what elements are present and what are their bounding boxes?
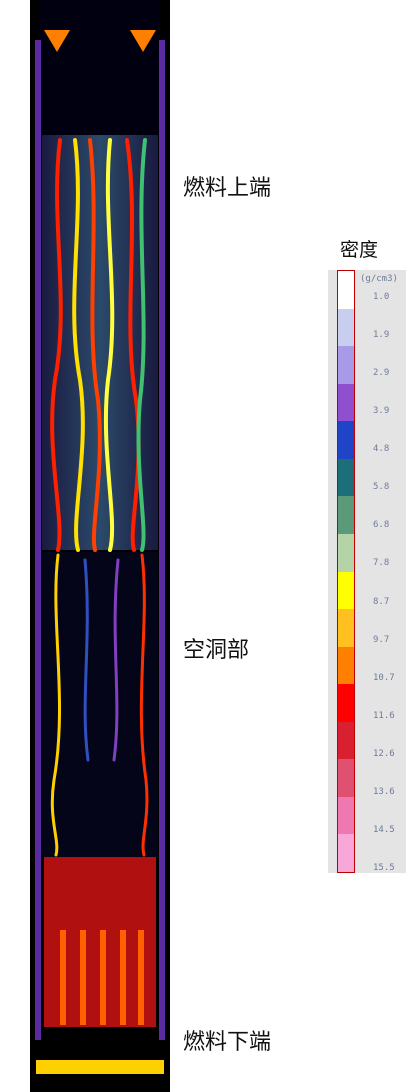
legend-swatch [338, 759, 354, 797]
legend-tick-label: 8.7 [373, 596, 390, 607]
legend-tick-label: 9.7 [373, 634, 390, 645]
legend-swatch [338, 684, 354, 722]
ct-density-image [30, 0, 170, 1092]
legend-swatch [338, 646, 354, 685]
legend-tick-label: 7.8 [373, 558, 390, 569]
legend-tick-label: 12.6 [373, 748, 395, 759]
legend-swatch [338, 721, 354, 760]
legend-tick-label: 14.5 [373, 824, 395, 835]
legend-swatch [338, 271, 354, 309]
legend-swatch [338, 834, 354, 872]
legend-swatch [338, 609, 354, 647]
legend-title: 密度 [340, 239, 379, 261]
fuel-top-label: 燃料上端 [183, 176, 272, 201]
legend-tick-label: 4.8 [373, 444, 390, 455]
legend-tick-label: 5.8 [373, 482, 390, 493]
legend-swatch [338, 383, 354, 422]
legend-swatch [338, 796, 354, 835]
top-fixture-right [130, 30, 156, 52]
legend-tick-label: 11.6 [373, 710, 395, 721]
legend-tick-label: 15.5 [373, 863, 395, 873]
legend-unit: (g/cm3) [360, 274, 398, 284]
legend-swatch [338, 496, 354, 534]
legend-tick-label: 3.9 [373, 406, 390, 417]
legend-tick-label: 13.6 [373, 786, 395, 797]
legend-tick-label: 2.9 [373, 368, 390, 379]
legend-swatch [338, 533, 354, 572]
cavity-region [42, 552, 158, 857]
legend-color-strip [337, 270, 355, 873]
legend-swatch [338, 346, 354, 384]
legend-tick-label: 1.0 [373, 292, 390, 302]
legend-swatch [338, 421, 354, 459]
legend-swatch [338, 571, 354, 610]
legend-swatch [338, 308, 354, 347]
legend-tick-label: 10.7 [373, 672, 395, 683]
cavity-label: 空洞部 [183, 638, 250, 663]
fuel-bottom-label: 燃料下端 [183, 1030, 272, 1055]
top-fixture-left [44, 30, 70, 52]
legend-tick-label: 1.9 [373, 330, 390, 341]
legend-swatch [338, 458, 354, 497]
legend-tick-label: 6.8 [373, 520, 390, 531]
density-legend: (g/cm3) 1.0 1.9 2.9 3.9 4.8 5.8 6.8 7.8 8.7 9.7 10… [328, 270, 406, 873]
